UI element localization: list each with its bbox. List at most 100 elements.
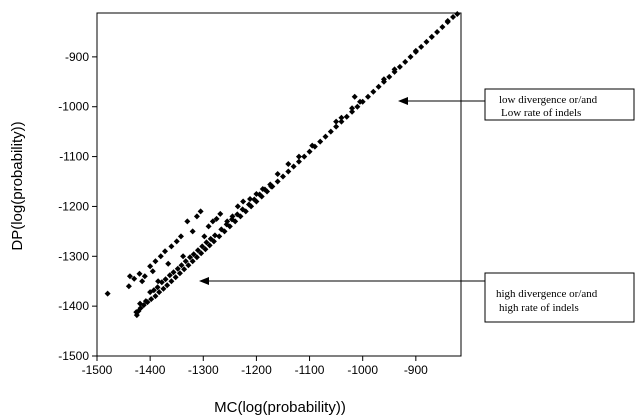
data-point — [186, 254, 193, 261]
annotation-low-arrowhead — [398, 97, 408, 105]
data-point — [217, 210, 224, 217]
data-point — [412, 47, 419, 54]
data-point — [228, 216, 235, 223]
data-point — [365, 93, 372, 100]
y-axis: -1500 -1400 -1300 -1200 -1100 -1000 -900 — [58, 50, 97, 363]
data-point — [189, 258, 196, 265]
y-tick-label: -1100 — [59, 150, 89, 164]
data-point — [165, 260, 172, 267]
data-point — [131, 275, 138, 282]
x-tick-label: -1000 — [347, 363, 378, 377]
data-point — [149, 268, 156, 275]
data-point — [137, 300, 144, 307]
data-point — [439, 23, 446, 30]
data-point — [203, 239, 210, 246]
annotation-high-arrowhead — [199, 277, 209, 285]
data-point — [142, 298, 149, 305]
data-point — [182, 258, 189, 265]
data-point — [190, 251, 197, 258]
data-point — [154, 284, 161, 291]
y-tick-label: -1400 — [58, 299, 89, 313]
data-point — [239, 206, 246, 213]
data-point — [375, 83, 382, 90]
data-point — [177, 233, 184, 240]
data-point — [176, 270, 183, 277]
data-point — [193, 213, 200, 220]
data-point — [306, 148, 313, 155]
data-point — [170, 269, 177, 276]
data-point — [274, 171, 281, 178]
data-point — [126, 273, 133, 280]
data-point — [147, 263, 154, 270]
data-point — [357, 98, 364, 105]
data-point — [407, 53, 414, 60]
data-point — [202, 246, 209, 253]
data-point — [173, 238, 180, 245]
data-point — [295, 153, 302, 160]
data-point — [327, 128, 334, 135]
data-point — [206, 242, 213, 249]
y-tick-label: -900 — [65, 50, 89, 64]
data-point — [343, 113, 350, 120]
y-tick-label: -1200 — [58, 199, 89, 213]
data-point — [198, 250, 205, 257]
data-point — [168, 278, 175, 285]
data-point — [295, 158, 302, 165]
data-point — [285, 168, 292, 175]
data-point — [168, 243, 175, 250]
data-point — [349, 108, 356, 115]
data-point — [396, 63, 403, 70]
data-point — [139, 278, 146, 285]
data-point — [391, 66, 398, 73]
data-point — [285, 161, 292, 168]
data-points — [104, 10, 461, 319]
data-point — [218, 226, 225, 233]
data-point — [152, 293, 159, 300]
data-point — [194, 247, 201, 254]
data-point — [256, 191, 263, 198]
data-point — [267, 181, 274, 188]
data-point — [205, 223, 212, 230]
data-point — [180, 253, 187, 260]
data-point — [234, 203, 241, 210]
data-point — [444, 17, 451, 24]
data-point — [428, 33, 435, 40]
data-point — [338, 114, 345, 121]
x-tick-label: -1300 — [188, 363, 219, 377]
data-point — [189, 228, 196, 235]
data-point — [156, 289, 163, 296]
data-point — [178, 262, 185, 269]
plot-area — [96, 12, 462, 357]
data-point — [174, 265, 181, 272]
data-point — [386, 73, 393, 80]
data-point — [279, 173, 286, 180]
data-point — [137, 305, 144, 312]
x-tick-label: -1200 — [241, 363, 272, 377]
data-point — [141, 273, 148, 280]
data-point — [158, 279, 165, 286]
data-point — [333, 123, 340, 130]
data-point — [150, 287, 157, 294]
data-point — [184, 218, 191, 225]
data-point — [104, 290, 111, 297]
data-point — [234, 211, 241, 218]
annotation-low: low divergence or/and Low rate of indels — [398, 88, 635, 121]
data-point — [322, 133, 329, 140]
data-point — [290, 163, 297, 170]
data-point — [301, 153, 308, 160]
data-point — [209, 218, 216, 225]
data-point — [274, 178, 281, 185]
data-point — [309, 142, 316, 149]
annotation-high-line-2: high rate of indels — [499, 302, 579, 314]
x-tick-label: -1400 — [135, 363, 166, 377]
data-point — [162, 248, 169, 255]
annotation-low-line-2: Low rate of indels — [501, 107, 581, 119]
data-point — [434, 28, 441, 35]
data-point — [247, 195, 254, 202]
data-point — [201, 233, 208, 240]
data-point — [349, 105, 356, 112]
data-point — [223, 221, 230, 228]
data-point — [402, 58, 409, 65]
y-tick-label: -1300 — [58, 249, 89, 263]
